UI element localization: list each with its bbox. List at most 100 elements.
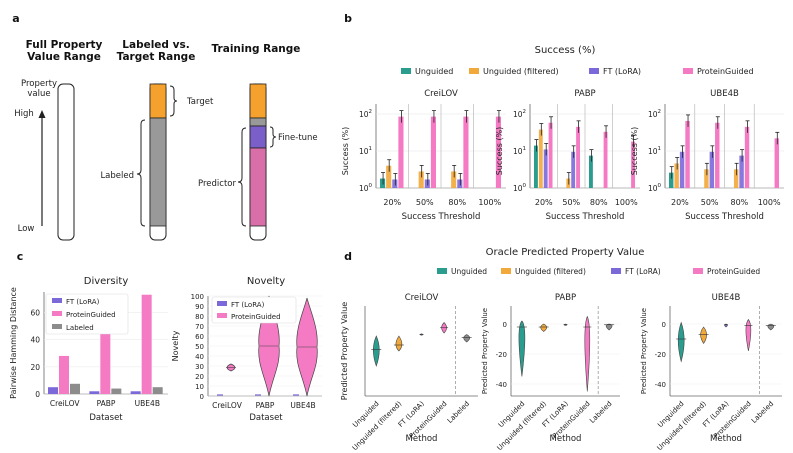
diversity-bar [48,387,58,394]
target-brace [169,85,178,117]
diversity-ylabel: Pairwise Hamming Distance [9,287,18,399]
oracle-subplot-title: PABP [555,293,576,303]
success-bar [715,122,720,188]
success-legend-label: FT (LoRA) [603,67,641,76]
panel-label-c: c [17,250,24,263]
novelty-ytick-label: 100 [191,293,204,301]
diversity-bar [130,391,141,394]
oracle-subplot-title: UBE4B [712,293,741,303]
success-bar [685,120,690,188]
property-value-label: Property value [21,79,57,99]
success-ytick-label: 102 [513,109,526,119]
success-ytick-label: 101 [513,146,526,156]
success-bar [709,151,715,188]
diversity-ytick-label: 20 [30,363,40,372]
oracle-legend-label: FT (LoRA) [625,267,661,276]
diversity-legend-swatch [52,298,62,303]
panel-label-d: d [344,250,352,263]
success-xtick-label: 100% [615,198,638,207]
low-label: Low [18,224,35,234]
oracle-violin [584,315,591,392]
success-xlabel: Success Threshold [546,212,625,222]
labeled-label: Labeled [100,171,134,181]
oracle-ylabel: Predicted Property Value [340,302,349,401]
oracle-xtick-label: Labeled [750,400,775,425]
oracle-xlabel: Method [406,434,438,444]
success-bar [380,178,386,188]
novelty-title: Novelty [247,276,285,287]
diversity-xtick-label: PABP [97,399,116,408]
success-ytick-label: 101 [648,146,661,156]
novelty-legend-swatch [217,313,227,318]
training-gap-segment [249,117,267,127]
success-xtick-label: 50% [562,198,580,207]
success-xtick-label: 100% [478,198,501,207]
oracle-ytick-label: -20 [655,351,666,359]
labeled-segment [149,117,167,227]
success-bar [392,179,398,188]
novelty-ytick-label: 60 [195,333,204,341]
success-bar [631,141,635,188]
success-bar [548,122,553,188]
diversity-legend-swatch [52,324,62,329]
oracle-xlabel: Method [550,434,582,444]
novelty-ytick-label: 40 [195,353,204,361]
success-ylabel: Success (%) [630,127,639,176]
success-bar [386,165,392,188]
oracle-violin [540,323,547,332]
target-label: Target [186,97,214,107]
success-bar [543,149,548,188]
novelty-ytick-label: 80 [195,313,204,321]
success-xtick-label: 20% [383,198,401,207]
success-ytick-label: 100 [648,183,662,193]
success-bar [679,151,685,188]
novelty-ytick-label: 50 [195,343,204,351]
panel-a-col3-title: Training Range [212,43,301,55]
success-bar [733,169,739,188]
success-legend-swatch [401,68,411,74]
oracle-xtick-label: Labeled [446,400,471,425]
success-xlabel: Success Threshold [402,212,481,222]
success-bar [430,116,436,188]
labeled-brace [136,119,146,227]
success-bar [571,151,576,188]
arrowhead-icon [38,110,46,118]
success-legend-swatch [589,68,599,74]
oracle-ylabel: Predicted Property Value [481,308,489,394]
diversity-legend-label: Labeled [66,324,94,332]
oracle-ylabel: Predicted Property Value [640,308,648,394]
oracle-ytick-label: -40 [655,381,666,389]
diversity-legend-label: FT (LoRA) [66,298,100,306]
success-ylabel: Success (%) [495,127,504,176]
novelty-ytick-label: 70 [195,323,204,331]
success-bar [451,171,457,188]
novelty-ytick-label: 90 [195,303,204,311]
success-bar [463,116,469,188]
novelty-legend-swatch [217,301,227,306]
success-bar [589,155,593,188]
novelty-ytick-label: 20 [195,373,204,381]
finetune-label: Fine-tune [278,133,318,143]
success-xtick-label: 100% [758,198,781,207]
oracle-violin [677,321,685,363]
success-bar [603,131,608,188]
success-bar [576,126,580,188]
success-title: Success (%) [535,45,596,56]
success-subplot-title: UBE4B [710,89,739,99]
success-bar [744,126,750,188]
success-ytick-label: 100 [359,183,373,193]
success-bar [418,171,424,188]
oracle-ytick-label: -20 [496,351,507,359]
success-bar [398,116,404,188]
novelty-ytick-label: 0 [200,393,204,401]
diversity-ytick-label: 60 [30,308,40,317]
panel-a-col1-title: Full Property Value Range [26,39,103,63]
novelty-ytick-label: 10 [195,383,204,391]
diversity-bar [89,391,100,394]
novelty-ytick-label: 30 [195,363,204,371]
success-bar [674,163,679,188]
success-legend-swatch [469,68,479,74]
success-xtick-label: 20% [535,198,553,207]
success-bar [538,129,543,188]
